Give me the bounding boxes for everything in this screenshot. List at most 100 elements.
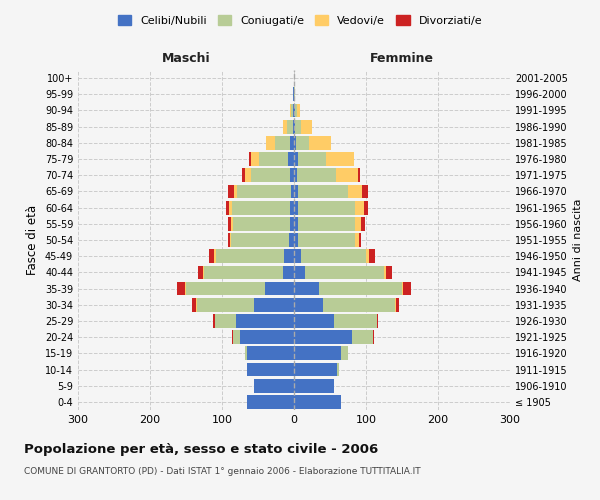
Bar	[293, 88, 294, 101]
Bar	[294, 298, 323, 312]
Bar	[203, 266, 204, 280]
Bar	[362, 184, 368, 198]
Bar	[364, 200, 368, 214]
Bar	[352, 330, 373, 344]
Bar	[334, 314, 377, 328]
Bar	[395, 298, 399, 312]
Bar	[233, 217, 290, 230]
Bar	[291, 184, 294, 198]
Bar	[294, 266, 305, 280]
Bar	[283, 120, 287, 134]
Bar	[230, 217, 233, 230]
Bar	[294, 200, 298, 214]
Bar	[209, 250, 214, 263]
Bar	[229, 184, 233, 198]
Bar	[298, 200, 355, 214]
Y-axis label: Fasce di età: Fasce di età	[26, 205, 39, 275]
Bar	[254, 298, 294, 312]
Bar	[196, 298, 197, 312]
Bar	[323, 298, 395, 312]
Bar	[245, 168, 251, 182]
Bar	[294, 168, 297, 182]
Bar	[229, 200, 232, 214]
Bar	[251, 168, 290, 182]
Bar	[204, 266, 283, 280]
Bar	[294, 88, 295, 101]
Bar	[250, 152, 251, 166]
Bar	[294, 346, 341, 360]
Bar	[384, 266, 386, 280]
Text: Popolazione per età, sesso e stato civile - 2006: Popolazione per età, sesso e stato civil…	[24, 442, 378, 456]
Bar	[294, 120, 295, 134]
Bar	[214, 314, 215, 328]
Bar	[293, 104, 294, 118]
Bar	[369, 250, 374, 263]
Bar	[288, 152, 294, 166]
Bar	[295, 104, 297, 118]
Bar	[294, 152, 298, 166]
Bar	[293, 120, 294, 134]
Bar	[214, 250, 215, 263]
Bar	[287, 120, 293, 134]
Bar	[283, 266, 294, 280]
Bar	[294, 250, 301, 263]
Bar	[341, 346, 348, 360]
Bar	[232, 330, 233, 344]
Bar	[377, 314, 378, 328]
Bar	[298, 152, 326, 166]
Legend: Celibi/Nubili, Coniugati/e, Vedovi/e, Divorziati/e: Celibi/Nubili, Coniugati/e, Vedovi/e, Di…	[113, 10, 487, 30]
Bar	[275, 136, 290, 149]
Bar	[294, 104, 295, 118]
Bar	[228, 233, 230, 247]
Bar	[326, 152, 355, 166]
Bar	[402, 282, 403, 296]
Text: COMUNE DI GRANTORTO (PD) - Dati ISTAT 1° gennaio 2006 - Elaborazione TUTTITALIA.: COMUNE DI GRANTORTO (PD) - Dati ISTAT 1°…	[24, 468, 421, 476]
Bar	[236, 314, 294, 328]
Bar	[240, 330, 294, 344]
Bar	[298, 233, 355, 247]
Bar	[337, 362, 338, 376]
Bar	[226, 200, 229, 214]
Bar	[197, 298, 254, 312]
Bar	[233, 330, 240, 344]
Bar	[366, 250, 369, 263]
Bar	[337, 168, 358, 182]
Bar	[294, 136, 296, 149]
Text: Femmine: Femmine	[370, 52, 434, 65]
Bar	[359, 233, 361, 247]
Bar	[284, 250, 294, 263]
Bar	[197, 266, 203, 280]
Bar	[355, 200, 364, 214]
Bar	[215, 314, 236, 328]
Bar	[301, 120, 312, 134]
Bar	[309, 136, 331, 149]
Bar	[319, 282, 402, 296]
Bar	[215, 250, 284, 263]
Bar	[296, 136, 309, 149]
Bar	[247, 362, 294, 376]
Bar	[247, 395, 294, 409]
Bar	[247, 346, 294, 360]
Bar	[265, 282, 294, 296]
Bar	[233, 184, 237, 198]
Bar	[290, 136, 294, 149]
Bar	[289, 233, 294, 247]
Bar	[193, 298, 196, 312]
Bar	[348, 184, 362, 198]
Bar	[291, 104, 293, 118]
Bar	[295, 120, 301, 134]
Bar	[294, 379, 334, 392]
Bar	[294, 233, 298, 247]
Bar	[298, 217, 355, 230]
Bar	[355, 233, 359, 247]
Bar	[294, 217, 298, 230]
Bar	[294, 330, 352, 344]
Bar	[361, 217, 365, 230]
Bar	[297, 168, 337, 182]
Bar	[228, 217, 230, 230]
Bar	[232, 233, 289, 247]
Bar	[237, 184, 291, 198]
Bar	[355, 217, 361, 230]
Bar	[297, 104, 300, 118]
Bar	[294, 362, 337, 376]
